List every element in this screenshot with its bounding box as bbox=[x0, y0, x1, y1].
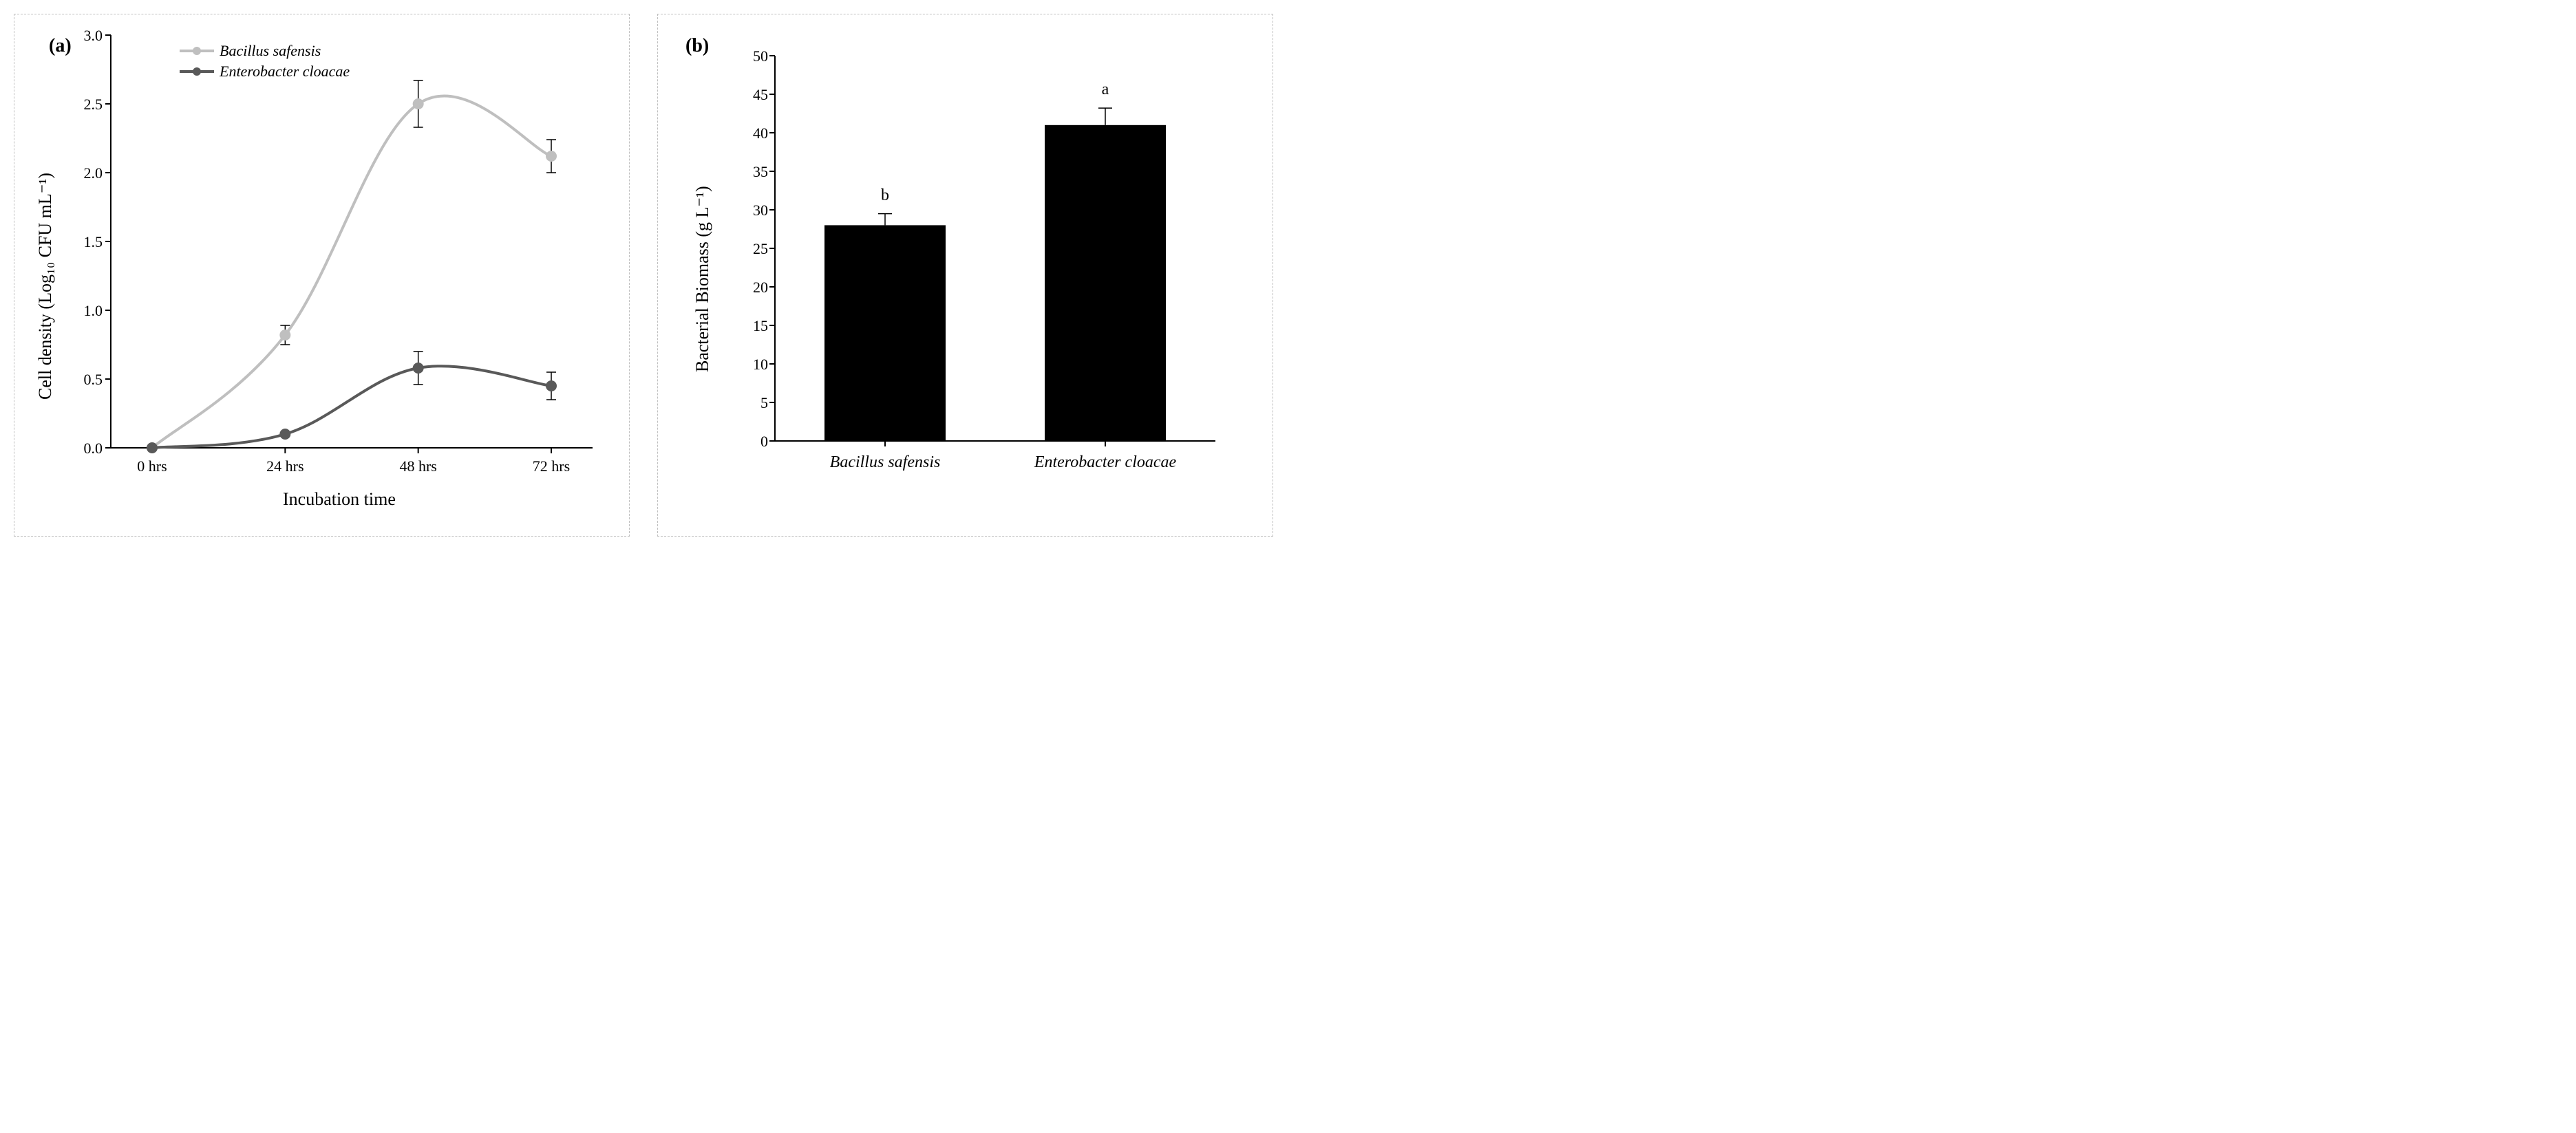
bar-x-label: Enterobacter cloacae bbox=[1009, 453, 1202, 472]
ytick-label: 1.5 bbox=[70, 233, 103, 251]
ytick-label: 35 bbox=[741, 163, 768, 181]
ytick-label: 3.0 bbox=[70, 27, 103, 45]
ytick-label: 1.0 bbox=[70, 302, 103, 320]
ytick-label: 5 bbox=[741, 394, 768, 412]
ytick-label: 0.0 bbox=[70, 440, 103, 457]
ytick-label: 2.0 bbox=[70, 164, 103, 182]
figure-container: (a) Cell density (Log₁₀ CFU mL⁻¹) Incuba… bbox=[0, 0, 1287, 564]
xtick-label: 48 hrs bbox=[384, 457, 453, 475]
ytick-label: 20 bbox=[741, 279, 768, 296]
sig-label: a bbox=[1095, 80, 1116, 99]
ytick-label: 15 bbox=[741, 317, 768, 335]
bar-x-label: Bacillus safensis bbox=[789, 453, 981, 472]
panel-b: (b) Bacterial Biomass (g L⁻¹) 0510152025… bbox=[657, 14, 1273, 537]
xtick-label: 24 hrs bbox=[251, 457, 319, 475]
ytick-label: 40 bbox=[741, 125, 768, 142]
ytick-label: 0 bbox=[741, 433, 768, 451]
ytick-label: 50 bbox=[741, 47, 768, 65]
sig-label: b bbox=[875, 186, 895, 205]
xtick-label: 72 hrs bbox=[517, 457, 586, 475]
ytick-label: 10 bbox=[741, 356, 768, 374]
panel-a: (a) Cell density (Log₁₀ CFU mL⁻¹) Incuba… bbox=[14, 14, 630, 537]
ytick-label: 25 bbox=[741, 240, 768, 258]
ytick-label: 30 bbox=[741, 202, 768, 219]
xtick-label: 0 hrs bbox=[118, 457, 187, 475]
ytick-label: 2.5 bbox=[70, 96, 103, 114]
ytick-label: 0.5 bbox=[70, 371, 103, 389]
ytick-label: 45 bbox=[741, 86, 768, 104]
